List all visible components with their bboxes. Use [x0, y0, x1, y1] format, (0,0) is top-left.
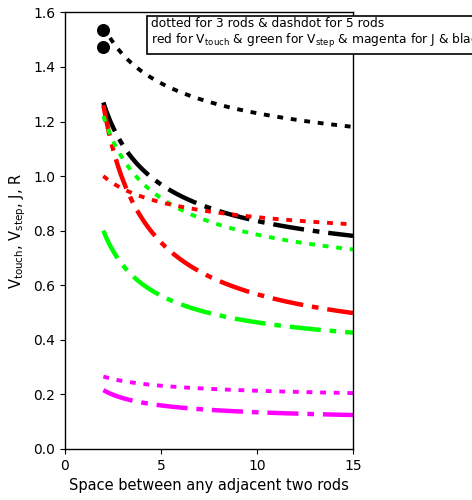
X-axis label: Space between any adjacent two rods: Space between any adjacent two rods [69, 478, 349, 493]
Point [100, 26, 107, 34]
Point [100, 42, 107, 50]
Text: dotted for 3 rods & dashdot for 5 rods
red for V$_{\mathregular{touch}}$ & green: dotted for 3 rods & dashdot for 5 rods r… [152, 17, 472, 50]
Y-axis label: $\mathregular{V_{touch}}$, $\mathregular{V_{step}}$, J, R: $\mathregular{V_{touch}}$, $\mathregular… [7, 172, 27, 288]
